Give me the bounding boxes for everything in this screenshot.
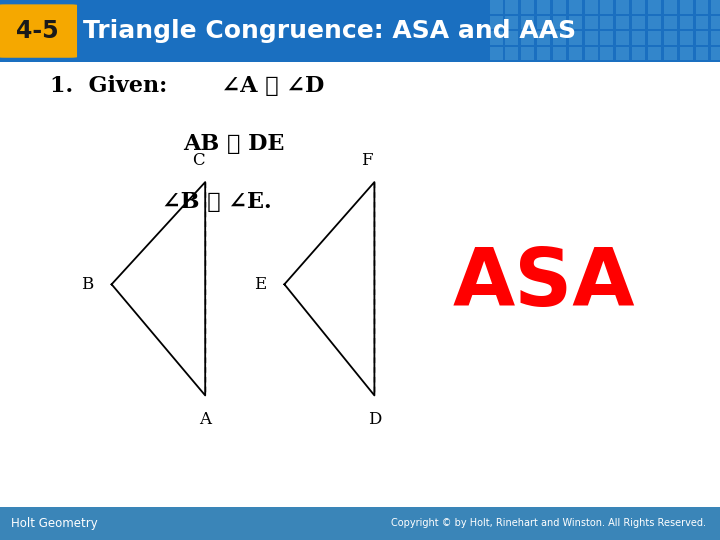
Bar [648,16,661,29]
Bar [537,16,550,29]
Bar [664,16,677,29]
Bar [553,0,566,14]
Bar [680,16,693,29]
Bar [537,46,550,60]
Bar [632,0,645,14]
Bar [680,0,693,14]
Bar [537,0,550,14]
Bar [600,0,613,14]
Bar [664,31,677,45]
Text: A: A [199,411,211,428]
Bar [569,46,582,60]
Bar [632,46,645,60]
Text: Holt Geometry: Holt Geometry [11,517,97,530]
Bar [490,0,503,14]
Bar [600,16,613,29]
Bar [521,16,534,29]
Bar [490,16,503,29]
Bar [696,31,708,45]
Text: C: C [192,152,204,169]
Text: ASA: ASA [452,245,635,323]
Bar [585,16,598,29]
Bar [490,31,503,45]
Bar [585,31,598,45]
Bar [553,31,566,45]
Bar [680,31,693,45]
Text: AB ≅ DE: AB ≅ DE [184,133,285,155]
Bar [616,16,629,29]
Bar [521,0,534,14]
Bar [569,31,582,45]
Bar [505,16,518,29]
Bar [585,46,598,60]
Text: F: F [361,152,373,169]
Bar [632,16,645,29]
Bar [600,46,613,60]
Text: Copyright © by Holt, Rinehart and Winston. All Rights Reserved.: Copyright © by Holt, Rinehart and Winsto… [391,518,706,528]
Text: D: D [368,411,381,428]
Bar [490,46,503,60]
Bar [664,0,677,14]
Bar [696,16,708,29]
Bar [553,46,566,60]
Bar [521,46,534,60]
Text: 1.  Given:       ∠A ≅ ∠D: 1. Given: ∠A ≅ ∠D [50,76,325,97]
Bar [648,0,661,14]
Text: E: E [254,276,266,293]
Bar [680,46,693,60]
Bar [616,31,629,45]
Bar [616,0,629,14]
FancyBboxPatch shape [0,4,77,58]
Bar [585,0,598,14]
Bar [711,46,720,60]
Text: Triangle Congruence: ASA and AAS: Triangle Congruence: ASA and AAS [83,19,576,43]
Text: ∠B ≅ ∠E.: ∠B ≅ ∠E. [162,191,271,213]
Bar [711,16,720,29]
Bar [711,0,720,14]
Bar [553,16,566,29]
Bar [569,0,582,14]
Bar [648,31,661,45]
Bar [696,46,708,60]
Bar [632,31,645,45]
Text: B: B [81,276,94,293]
Bar [505,31,518,45]
Bar [537,31,550,45]
Bar [521,31,534,45]
Bar [616,46,629,60]
Bar [711,31,720,45]
Bar [600,31,613,45]
Bar [664,46,677,60]
Bar [505,0,518,14]
Bar [648,46,661,60]
Bar [696,0,708,14]
Bar [569,16,582,29]
Bar [505,46,518,60]
Text: 4-5: 4-5 [16,19,59,43]
